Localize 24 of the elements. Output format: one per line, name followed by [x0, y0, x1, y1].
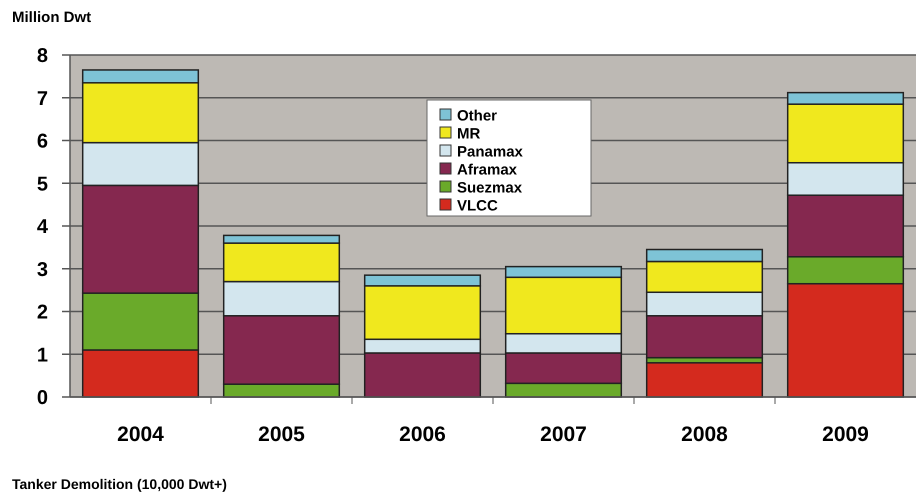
y-tick-label: 4	[36, 216, 49, 238]
bar	[646, 362, 764, 398]
y-tick-label: 7	[36, 88, 48, 110]
legend-label: Other	[457, 107, 498, 124]
y-tick-label: 0	[36, 387, 48, 409]
y-tick-label: 5	[36, 173, 48, 196]
x-tick-label: 2009	[822, 423, 869, 446]
legend-label: MR	[457, 125, 480, 142]
y-tick-label: 8	[36, 45, 48, 67]
legend-label: Suezmax	[457, 179, 523, 196]
x-tick-label: 2007	[540, 423, 587, 446]
x-tick-label: 2005	[258, 423, 306, 446]
y-tick-label: 3	[36, 258, 48, 281]
y-tick-label: 2	[36, 302, 48, 324]
y-tick-label: 1	[36, 344, 48, 366]
legend-label: VLCC	[457, 197, 498, 214]
x-tick-label: 2004	[117, 423, 164, 446]
y-tick-label: 6	[36, 130, 48, 152]
x-tick-label: 2008	[681, 423, 728, 446]
text: Tanker Demolition (10,000 Dwt+)	[12, 476, 227, 492]
legend-label: Aframax	[457, 161, 518, 178]
x-tick-label: 2006	[399, 423, 446, 446]
y-axis-title: Million Dwt	[12, 9, 92, 26]
legend-label: Panamax	[457, 143, 524, 160]
